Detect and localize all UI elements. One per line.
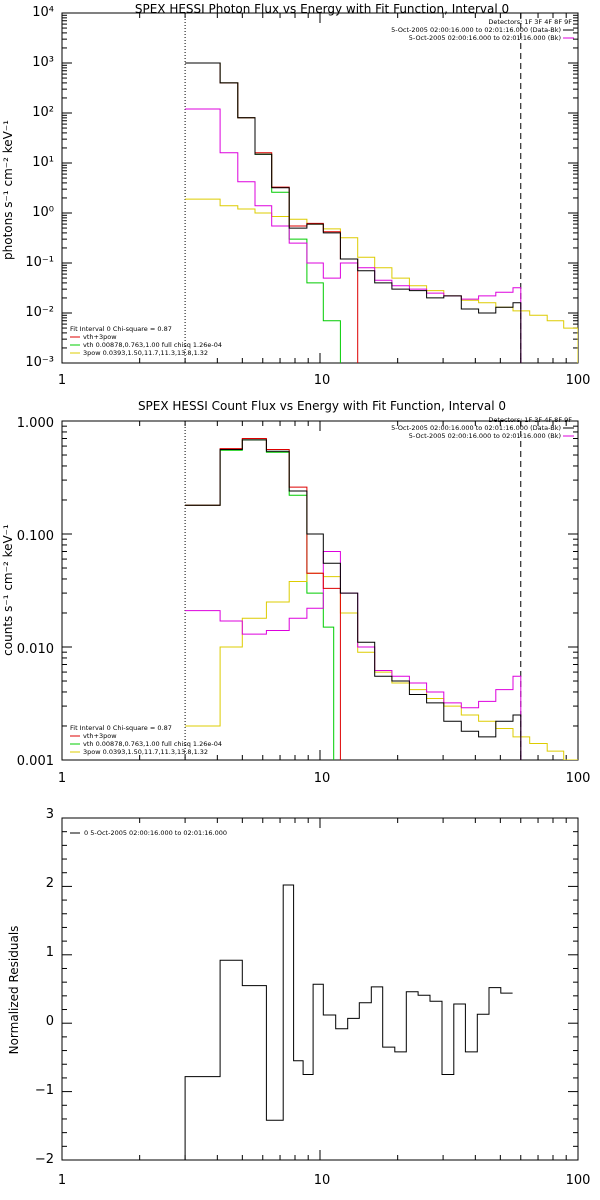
count-flux-series-group	[185, 438, 578, 760]
count-flux-series-line-1	[185, 572, 578, 760]
residuals-series-group	[184, 884, 513, 1160]
photon-x-tick-label: 10	[314, 373, 331, 388]
photon-fit-total-label: vth+3pow	[83, 333, 117, 341]
photon-flux-series-line-2	[185, 108, 522, 363]
photon-legend-bk: 5-Oct-2005 02:00:16.000 to 02:01:16.000 …	[409, 34, 561, 42]
count-flux-title: SPEX HESSI Count Flux vs Energy with Fit…	[138, 399, 506, 413]
photon-y-tick-label: 10⁴	[32, 5, 54, 20]
photon-x-tick-label: 100	[566, 373, 591, 388]
photon-flux-y-label: photons s⁻¹ cm⁻² keV⁻¹	[1, 120, 15, 260]
count-flux-series-line-3	[185, 438, 341, 760]
count-x-tick-label: 1	[58, 771, 66, 786]
count-flux-legend-bottom-left: Fit Interval 0 Chi-square = 0.87 vth+3po…	[70, 724, 222, 756]
photon-flux-series-group	[185, 62, 578, 363]
count-fit-3pow-label: 3pow 0.0393,1.50,11.7,11.3,13.8,1.32	[83, 748, 208, 756]
count-flux-series-line-4	[185, 439, 522, 760]
residuals-panel: Normalized Residuals −2 −1 0 1 2 3 1 10 …	[7, 807, 590, 1188]
residuals-x-tick-label: 100	[566, 1173, 591, 1188]
count-x-tick-label: 10	[314, 771, 331, 786]
photon-y-tick-label: 10⁻¹	[25, 255, 54, 270]
photon-flux-panel: SPEX HESSI Photon Flux vs Energy with Fi…	[1, 2, 590, 388]
count-flux-series-line-0	[185, 439, 335, 760]
photon-flux-series-line-0	[185, 62, 341, 363]
photon-y-tick-label: 10¹	[32, 155, 54, 170]
count-y-tick-label: 0.010	[17, 642, 54, 657]
photon-flux-tick-labels: 10⁻³ 10⁻² 10⁻¹ 10⁰ 10¹ 10² 10³ 10⁴ 1 10 …	[25, 5, 590, 388]
count-legend-bk: 5-Oct-2005 02:00:16.000 to 02:01:16.000 …	[409, 432, 561, 440]
count-fit-total-label: vth+3pow	[83, 732, 117, 740]
photon-y-tick-label: 10³	[32, 55, 54, 70]
residuals-legend-label: 0 5-Oct-2005 02:00:16.000 to 02:01:16.00…	[84, 829, 227, 837]
count-flux-axes-frame	[61, 420, 579, 761]
photon-flux-title: SPEX HESSI Photon Flux vs Energy with Fi…	[135, 2, 509, 16]
photon-flux-plot-area	[61, 12, 579, 364]
residuals-y-tick-label: −2	[35, 1152, 54, 1167]
count-flux-legend-top-right: Detectors: 1F 3F 4F 8F 9F 5-Oct-2005 02:…	[391, 416, 574, 440]
photon-fit-header: Fit Interval 0 Chi-square = 0.87	[70, 325, 172, 333]
photon-y-tick-label: 10⁰	[32, 205, 54, 220]
residuals-tick-labels: −2 −1 0 1 2 3 1 10 100	[35, 807, 591, 1188]
residuals-y-label: Normalized Residuals	[7, 926, 21, 1055]
photon-flux-series-line-4	[185, 62, 522, 363]
count-fit-header: Fit Interval 0 Chi-square = 0.87	[70, 724, 172, 732]
residuals-x-tick-label: 1	[58, 1173, 66, 1188]
photon-flux-legend-top-right: Detectors: 1F 3F 4F 8F 9F 5-Oct-2005 02:…	[391, 18, 574, 42]
count-flux-panel: SPEX HESSI Count Flux vs Energy with Fit…	[1, 399, 590, 786]
residuals-legend: 0 5-Oct-2005 02:00:16.000 to 02:01:16.00…	[70, 829, 227, 837]
count-legend-data-bk: 5-Oct-2005 02:00:16.000 to 02:01:16.000 …	[391, 424, 561, 432]
residuals-y-tick-label: 3	[46, 807, 54, 822]
photon-y-tick-label: 10⁻³	[25, 355, 54, 370]
photon-fit-3pow-label: 3pow 0.0393,1.50,11.7,11.3,13.8,1.32	[83, 349, 208, 357]
residuals-plot-area	[61, 817, 579, 1161]
count-flux-y-label: counts s⁻¹ cm⁻² keV⁻¹	[1, 524, 15, 656]
count-y-tick-label: 1.000	[17, 416, 54, 431]
photon-y-tick-label: 10²	[32, 105, 54, 120]
count-flux-plot-area	[61, 420, 579, 761]
photon-y-tick-label: 10⁻²	[25, 305, 54, 320]
count-flux-tick-labels: 0.001 0.010 0.100 1.000 1 10 100	[17, 416, 591, 786]
residuals-series-line-0	[184, 884, 513, 1160]
photon-legend-data-bk: 5-Oct-2005 02:00:16.000 to 02:01:16.000 …	[391, 26, 561, 34]
photon-legend-detectors: Detectors: 1F 3F 4F 8F 9F	[488, 18, 572, 26]
count-fit-vth-label: vth 0.00878,0.763,1.00 full chisq 1.26e-…	[83, 740, 222, 748]
residuals-y-tick-label: 1	[46, 945, 54, 960]
residuals-y-tick-label: 0	[46, 1014, 54, 1029]
count-legend-detectors: Detectors: 1F 3F 4F 8F 9F	[488, 416, 572, 424]
residuals-y-tick-label: −1	[35, 1083, 54, 1098]
count-y-tick-label: 0.100	[17, 529, 54, 544]
photon-fit-vth-label: vth 0.00878,0.763,1.00 full chisq 1.26e-…	[83, 341, 222, 349]
photon-flux-series-line-1	[185, 198, 578, 363]
photon-x-tick-label: 1	[58, 373, 66, 388]
photon-flux-legend-bottom-left: Fit Interval 0 Chi-square = 0.87 vth+3po…	[70, 325, 222, 357]
residuals-x-tick-label: 10	[314, 1173, 331, 1188]
count-flux-series-line-2	[185, 551, 522, 760]
count-y-tick-label: 0.001	[17, 754, 54, 769]
count-x-tick-label: 100	[566, 771, 591, 786]
residuals-y-tick-label: 2	[46, 876, 54, 891]
photon-flux-axes-frame	[61, 12, 579, 364]
